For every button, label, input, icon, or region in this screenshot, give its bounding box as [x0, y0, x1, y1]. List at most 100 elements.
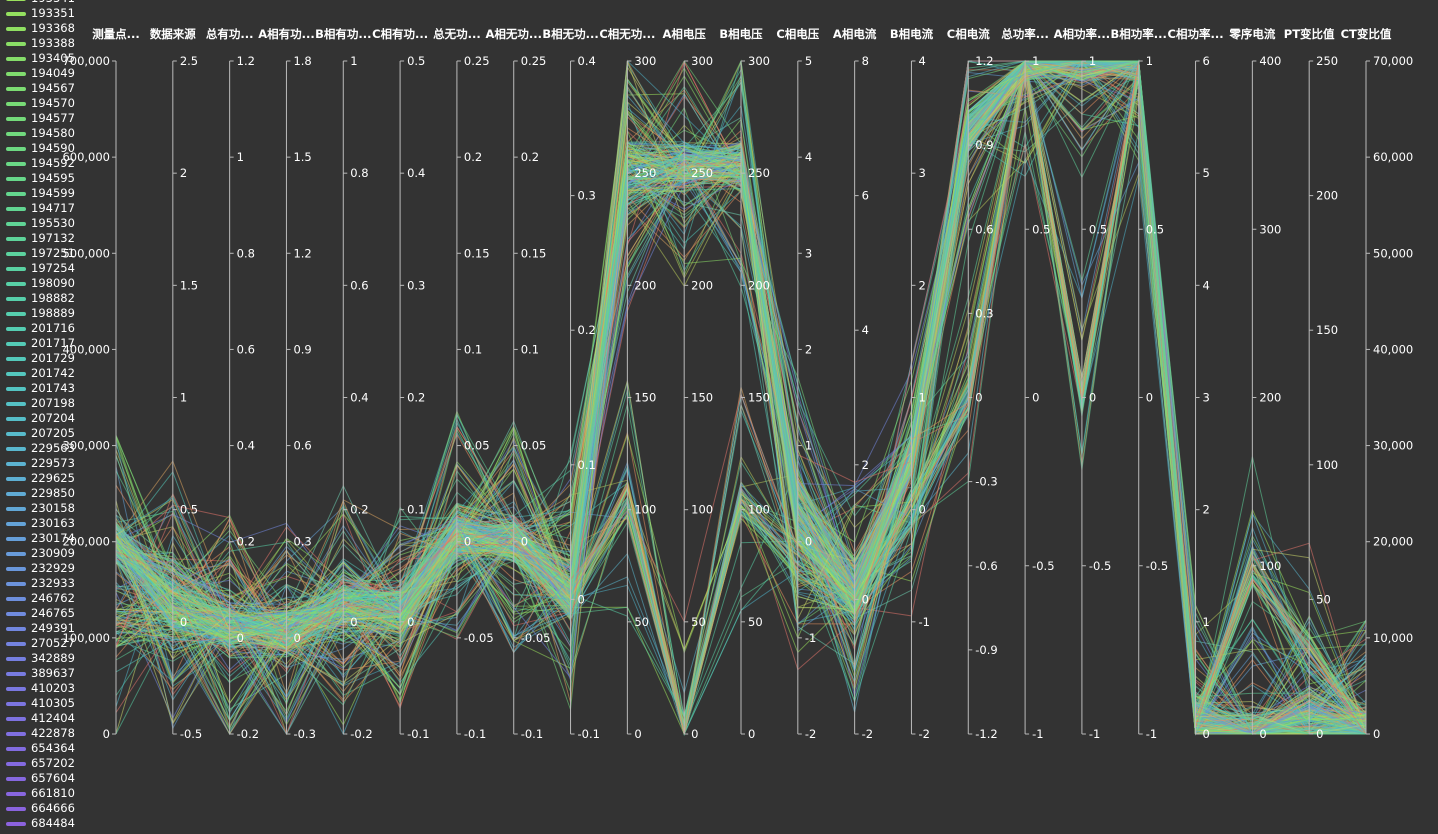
axis[interactable]: 零序电流 0 100 200 300 400 — [1228, 27, 1281, 741]
axis[interactable]: B相有功... -0.2 0 0.2 0.4 0.6 0.8 1 — [315, 27, 373, 741]
legend-item[interactable]: 230163 — [6, 516, 75, 531]
axis-name: B相功率... — [1111, 27, 1167, 41]
legend-item[interactable]: 198889 — [6, 306, 75, 321]
legend-item[interactable]: 194592 — [6, 156, 75, 171]
axis[interactable]: A相电流 -2 0 2 4 6 8 — [833, 27, 877, 741]
tick-label: 0 — [293, 631, 300, 645]
legend-item[interactable]: 389637 — [6, 666, 75, 681]
tick-label: -1 — [918, 615, 929, 629]
legend-item[interactable]: 198090 — [6, 276, 75, 291]
axis[interactable]: PT变比值 0 50 100 150 200 250 — [1284, 27, 1338, 741]
legend-item[interactable]: 201716 — [6, 321, 75, 336]
legend-item[interactable]: 232933 — [6, 576, 75, 591]
legend-item[interactable]: 194717 — [6, 201, 75, 216]
legend-item[interactable]: 412404 — [6, 711, 75, 726]
legend-item[interactable]: 195530 — [6, 216, 75, 231]
legend-item[interactable]: 194595 — [6, 171, 75, 186]
legend-item[interactable]: 270527 — [6, 636, 75, 651]
tick-label: -1 — [805, 631, 816, 645]
legend-item[interactable]: 229850 — [6, 486, 75, 501]
legend-item[interactable]: 194599 — [6, 186, 75, 201]
legend-item[interactable]: 194570 — [6, 96, 75, 111]
legend-item[interactable]: 654364 — [6, 741, 75, 756]
legend-swatch — [6, 611, 26, 616]
legend-item[interactable]: 230158 — [6, 501, 75, 516]
legend-item[interactable]: 197132 — [6, 231, 75, 246]
legend-item[interactable]: 232929 — [6, 561, 75, 576]
legend-item[interactable]: 194567 — [6, 81, 75, 96]
legend-item[interactable]: 342889 — [6, 651, 75, 666]
legend-item[interactable]: 410203 — [6, 681, 75, 696]
legend-item[interactable]: 194580 — [6, 126, 75, 141]
legend-item[interactable]: 193351 — [6, 6, 75, 21]
chart-legend: 1933411933511933681933881934051940491945… — [0, 0, 92, 834]
legend-item[interactable]: 197251 — [6, 246, 75, 261]
tick-label: 300 — [691, 54, 713, 68]
legend-label: 194567 — [31, 81, 75, 95]
legend-item[interactable]: 410305 — [6, 696, 75, 711]
legend-swatch — [6, 326, 26, 331]
axis[interactable]: A相有功... -0.3 0 0.3 0.6 0.9 1.2 1.5 1.8 — [258, 27, 316, 741]
legend-item[interactable]: 194590 — [6, 141, 75, 156]
legend-item[interactable]: 201743 — [6, 381, 75, 396]
axis[interactable]: CT变比值 0 10,000 20,000 30,000 40,000 50,000 60,0… — [1341, 27, 1414, 741]
axis[interactable]: A相无功... -0.1 -0.05 0 0.05 0.1 0.15 0.2 0.25 — [485, 27, 550, 741]
legend-swatch — [6, 431, 26, 436]
axis[interactable]: A相电压 0 50 100 150 200 250 300 — [662, 27, 713, 741]
legend-item[interactable]: 229573 — [6, 456, 75, 471]
axis[interactable]: B相无功... -0.1 0 0.1 0.2 0.3 0.4 — [542, 27, 600, 741]
legend-item[interactable]: 193388 — [6, 36, 75, 51]
axis[interactable]: B相电压 0 50 100 150 200 250 300 — [719, 27, 770, 741]
legend-item[interactable]: 229625 — [6, 471, 75, 486]
legend-swatch — [6, 761, 26, 766]
legend-item[interactable]: 657604 — [6, 771, 75, 786]
legend-item[interactable]: 201742 — [6, 366, 75, 381]
legend-item[interactable]: 193368 — [6, 21, 75, 36]
axis[interactable]: C相电流 -1.2 -0.9 -0.6 -0.3 0 0.3 0.6 0.9 1.2 — [947, 27, 998, 741]
axis[interactable]: C相电压 -2 -1 0 1 2 3 4 5 — [776, 27, 819, 741]
axis[interactable]: C相功率... 0 1 2 3 4 5 6 — [1168, 27, 1224, 741]
tick-label: 0 — [691, 727, 698, 741]
legend-item[interactable]: 207204 — [6, 411, 75, 426]
legend-swatch — [6, 626, 26, 631]
legend-item[interactable]: 249391 — [6, 621, 75, 636]
axis[interactable]: C相无功... 0 50 100 150 200 250 300 — [599, 27, 656, 741]
legend-item[interactable]: 197254 — [6, 261, 75, 276]
legend-item[interactable]: 198882 — [6, 291, 75, 306]
legend-item[interactable]: 230909 — [6, 546, 75, 561]
legend-item[interactable]: 193341 — [6, 0, 75, 6]
legend-label: 232933 — [31, 576, 75, 590]
axis[interactable]: 测量点... 0 100,000 200,000 300,000 400,000 500,0… — [62, 27, 139, 741]
legend-item[interactable]: 229563 — [6, 441, 75, 456]
legend-item[interactable]: 657202 — [6, 756, 75, 771]
legend-swatch — [6, 296, 26, 301]
legend-item[interactable]: 661810 — [6, 786, 75, 801]
axis[interactable]: B相功率... -1 -0.5 0 0.5 1 — [1111, 27, 1169, 741]
tick-label: 5 — [805, 54, 812, 68]
legend-item[interactable]: 246765 — [6, 606, 75, 621]
axis[interactable]: A相功率... -1 -0.5 0 0.5 1 — [1054, 27, 1112, 741]
legend-item[interactable]: 193405 — [6, 51, 75, 66]
tick-label: 50 — [1316, 592, 1331, 606]
axis[interactable]: 总无功... -0.1 -0.05 0 0.05 0.1 0.15 0.2 0.25 — [433, 27, 494, 741]
legend-label: 194599 — [31, 186, 75, 200]
legend-item[interactable]: 194049 — [6, 66, 75, 81]
legend-item[interactable]: 201717 — [6, 336, 75, 351]
legend-item[interactable]: 246762 — [6, 591, 75, 606]
legend-item[interactable]: 207205 — [6, 426, 75, 441]
axis[interactable]: B相电流 -2 -1 0 1 2 3 4 — [890, 27, 934, 741]
legend-item[interactable]: 684484 — [6, 816, 75, 831]
legend-item[interactable]: 194577 — [6, 111, 75, 126]
legend-item[interactable]: 422878 — [6, 726, 75, 741]
legend-item[interactable]: 207198 — [6, 396, 75, 411]
axis[interactable]: 数据来源 -0.5 0 0.5 1 1.5 2 2.5 — [150, 27, 202, 741]
legend-item[interactable]: 230174 — [6, 531, 75, 546]
axis[interactable]: 总功率... -1 -0.5 0 0.5 1 — [1001, 27, 1054, 741]
legend-swatch — [6, 671, 26, 676]
legend-item[interactable]: 201729 — [6, 351, 75, 366]
legend-item[interactable]: 664666 — [6, 801, 75, 816]
tick-label: 50 — [691, 615, 706, 629]
axis[interactable]: 总有功... -0.2 0 0.2 0.4 0.6 0.8 1 1.2 — [206, 27, 259, 741]
legend-swatch — [6, 176, 26, 181]
axis[interactable]: C相有功... -0.1 0 0.1 0.2 0.3 0.4 0.5 — [372, 27, 429, 741]
